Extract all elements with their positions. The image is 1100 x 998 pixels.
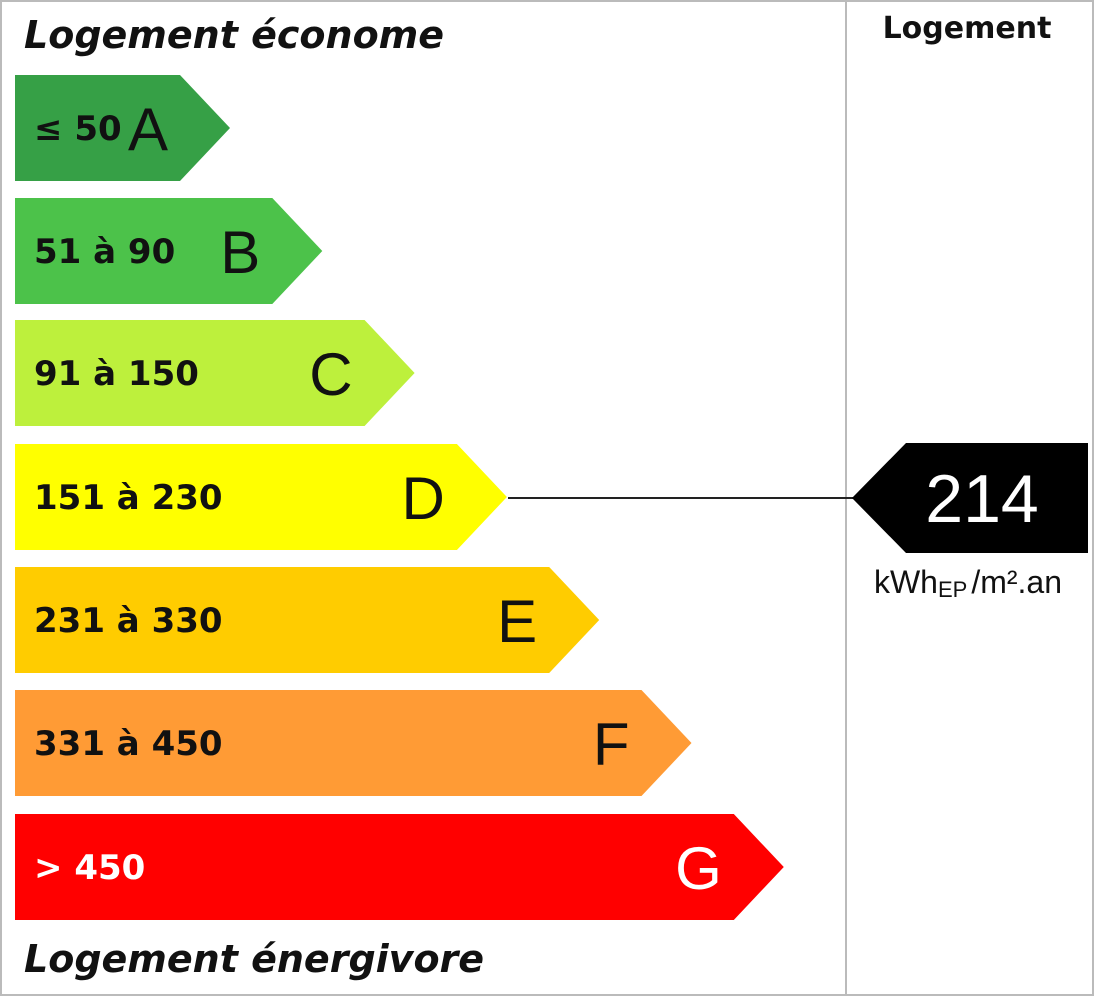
- class-range: 331 à 450: [34, 724, 223, 764]
- class-bar: [15, 690, 692, 796]
- class-bar: [15, 814, 784, 920]
- class-range: 151 à 230: [34, 478, 223, 518]
- class-letter: F: [593, 711, 630, 778]
- class-range: 51 à 90: [34, 232, 175, 272]
- result-marker: [852, 443, 1088, 553]
- class-bar: [15, 320, 415, 426]
- class-bar: [15, 567, 600, 673]
- class-letter: E: [497, 588, 537, 655]
- unit-main: kWh: [874, 564, 938, 600]
- result-value: 214: [925, 461, 1038, 537]
- class-range: ≤ 50: [34, 109, 122, 149]
- class-bar: [15, 75, 230, 181]
- class-range: 231 à 330: [34, 601, 223, 641]
- class-range: > 450: [34, 848, 145, 888]
- class-letter: B: [220, 219, 260, 286]
- class-bar: [15, 444, 507, 550]
- class-letter: C: [309, 341, 352, 408]
- class-letter: D: [402, 465, 445, 532]
- result-unit: kWhEP/m².an: [874, 564, 1062, 602]
- bottom-label: Logement énergivore: [24, 937, 484, 981]
- class-range: 91 à 150: [34, 354, 199, 394]
- class-bar: [15, 198, 323, 304]
- class-letter: G: [675, 835, 722, 902]
- column-header: Logement: [883, 11, 1052, 46]
- class-bars: ≤ 50 A 51 à 90 B 91 à 150 C 151 à 230 D 231 à 33…: [15, 75, 784, 920]
- unit-rest: /m².an: [971, 564, 1062, 600]
- top-label: Logement économe: [24, 13, 444, 57]
- unit-sub: EP: [938, 577, 967, 602]
- class-letter: A: [128, 96, 168, 163]
